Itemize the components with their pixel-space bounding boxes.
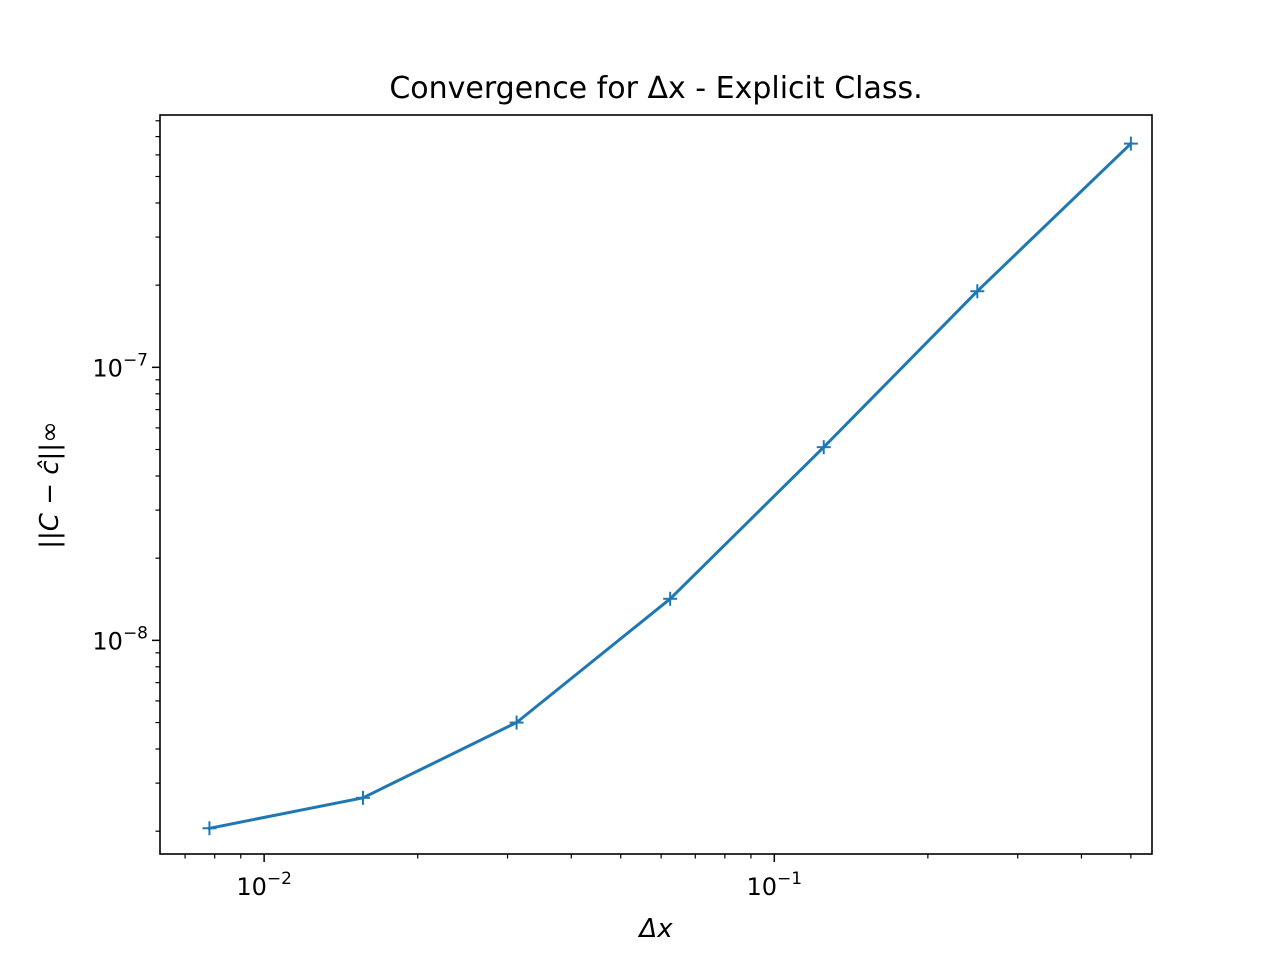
- x-tick-base: 10: [236, 873, 267, 901]
- x-tick-exponent: −1: [777, 869, 802, 889]
- data-point-marker: [1123, 136, 1138, 151]
- chart-title: Convergence for Δx - Explicit Class.: [389, 71, 922, 106]
- y-tick-exponent: −8: [123, 623, 148, 643]
- data-point-marker: [509, 715, 524, 730]
- data-point-marker: [202, 821, 217, 836]
- series-layer: [202, 136, 1138, 836]
- y-tick-exponent: −7: [123, 350, 148, 370]
- data-point-marker: [970, 284, 985, 299]
- y-axis-ticks: 10−810−7: [92, 120, 160, 832]
- x-tick-base: 10: [746, 873, 777, 901]
- data-point-marker: [816, 440, 831, 455]
- y-tick-label: 10−7: [92, 350, 148, 382]
- x-axis-ticks: 10−2 10−1: [184, 854, 1132, 901]
- data-point-marker: [356, 790, 371, 805]
- x-tick-label: 10−1: [746, 869, 802, 901]
- y-axis-label: ||C − ĉ||∞: [35, 421, 65, 548]
- y-tick-base: 10: [92, 354, 123, 382]
- plot-background: [160, 115, 1152, 854]
- x-tick-label: 10−2: [236, 869, 292, 901]
- x-axis-label: Δx: [637, 914, 673, 944]
- y-tick-base: 10: [92, 627, 123, 655]
- plot-area: [160, 115, 1152, 854]
- data-point-marker: [663, 591, 678, 606]
- x-tick-exponent: −2: [267, 869, 292, 889]
- plot-frame: [159, 114, 1153, 855]
- y-tick-label: 10−8: [92, 623, 148, 655]
